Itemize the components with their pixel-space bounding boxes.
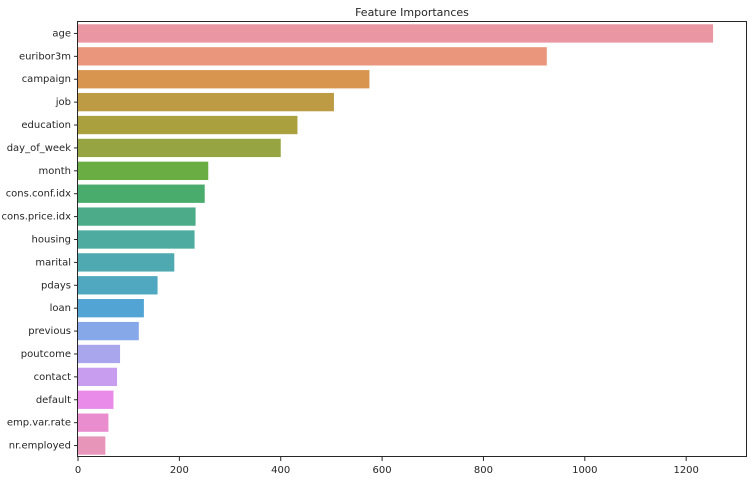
y-tick-label: month xyxy=(39,166,71,177)
bar-day-of-week xyxy=(78,138,281,158)
y-tick-label: emp.var.rate xyxy=(7,418,71,429)
bar-loan xyxy=(78,299,144,318)
y-tick-label: loan xyxy=(50,303,71,314)
bar-marital xyxy=(78,253,175,272)
y-tick-label: poutcome xyxy=(21,349,71,360)
plot-frame xyxy=(77,21,747,457)
x-tick-label: 200 xyxy=(170,465,189,476)
bar-nr-employed xyxy=(78,436,106,455)
y-tick-label: housing xyxy=(32,235,71,246)
y-tick-label: age xyxy=(52,28,71,39)
x-tick-label: 800 xyxy=(474,465,493,476)
bar-previous xyxy=(78,321,139,341)
y-tick-label: cons.price.idx xyxy=(2,212,72,223)
x-tick-label: 400 xyxy=(271,465,290,476)
y-tick-label: contact xyxy=(34,372,72,383)
bar-cons-conf-idx xyxy=(78,184,205,203)
y-tick-label: job xyxy=(55,97,71,108)
bar-poutcome xyxy=(78,344,121,364)
y-tick-label: nr.employed xyxy=(9,441,71,452)
bar-emp-var-rate xyxy=(78,413,109,432)
y-tick-label: marital xyxy=(35,257,71,268)
bar-pdays xyxy=(78,276,158,295)
y-tick-labels: age euribor3m campaign job education day_of_w… xyxy=(2,28,78,452)
x-tick-label: 600 xyxy=(373,465,392,476)
bar-default xyxy=(78,390,114,409)
bar-age xyxy=(78,24,714,43)
bar-housing xyxy=(78,230,195,249)
bar-cons-price-idx xyxy=(78,207,196,226)
y-tick-label: euribor3m xyxy=(19,51,71,62)
x-tick-label: 1000 xyxy=(572,465,597,476)
bar-contact xyxy=(78,367,118,387)
y-tick-label: previous xyxy=(28,326,71,337)
bar-campaign xyxy=(78,70,370,89)
y-tick-label: cons.conf.idx xyxy=(6,189,71,200)
y-tick-label: education xyxy=(21,120,71,131)
x-tick-label: 1200 xyxy=(673,465,698,476)
bar-euribor3m xyxy=(78,47,547,66)
x-tick-label: 0 xyxy=(75,465,81,476)
y-tick-label: campaign xyxy=(22,74,71,85)
bar-month xyxy=(78,161,209,180)
y-tick-label: default xyxy=(36,395,71,406)
chart-title: Feature Importances xyxy=(355,6,469,19)
y-tick-label: day_of_week xyxy=(7,143,72,154)
x-ticks: 0 200 400 600 800 1000 1200 xyxy=(75,457,699,476)
bars-layer xyxy=(78,24,714,455)
bar-education xyxy=(78,115,298,135)
y-tick-label: pdays xyxy=(41,280,71,291)
bar-job xyxy=(78,92,334,112)
